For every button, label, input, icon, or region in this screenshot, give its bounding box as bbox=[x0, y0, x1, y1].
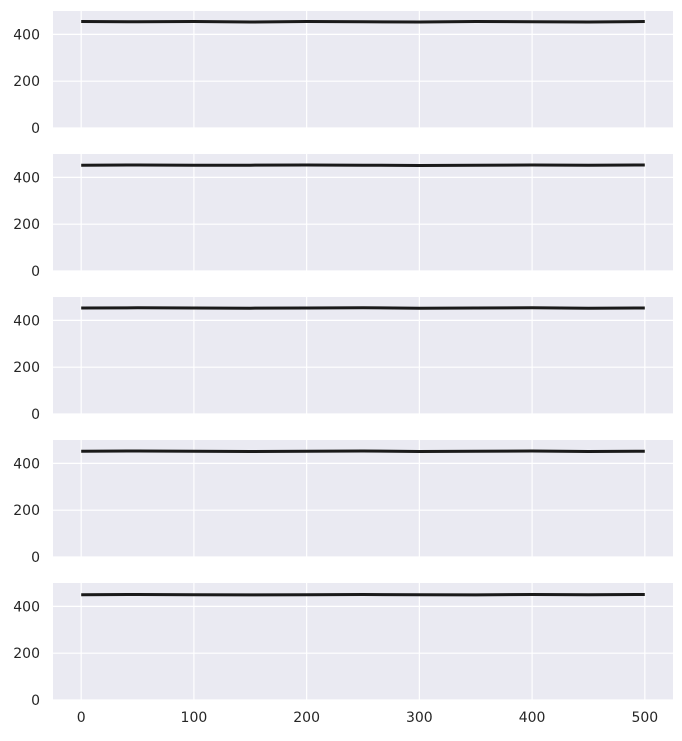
subplot-2: 0 200 400 bbox=[13, 154, 673, 280]
plot-area bbox=[53, 440, 673, 557]
y-tick-label: 0 bbox=[31, 693, 40, 709]
y-tick-label: 0 bbox=[31, 264, 40, 280]
plot-area bbox=[53, 154, 673, 271]
y-tick-label: 200 bbox=[13, 646, 40, 662]
series-line-4 bbox=[81, 449, 645, 453]
x-tick-label: 400 bbox=[519, 710, 546, 726]
x-tick-label: 200 bbox=[293, 710, 320, 726]
y-tick-label: 200 bbox=[13, 74, 40, 90]
series-line-2 bbox=[81, 163, 645, 167]
plot-area bbox=[53, 297, 673, 414]
subplot-5: 0 200 400 0 100 200 300 400 500 bbox=[13, 583, 673, 726]
y-tick-label: 200 bbox=[13, 503, 40, 519]
y-tick-label: 400 bbox=[13, 599, 40, 615]
plot-area bbox=[53, 11, 673, 128]
y-tick-label: 0 bbox=[31, 550, 40, 566]
x-tick-label: 100 bbox=[181, 710, 208, 726]
y-tick-label: 400 bbox=[13, 313, 40, 329]
y-tick-label: 200 bbox=[13, 217, 40, 233]
x-tick-label: 500 bbox=[631, 710, 658, 726]
y-tick-label: 0 bbox=[31, 407, 40, 423]
subplot-4: 0 200 400 bbox=[13, 440, 673, 566]
x-tick-label: 0 bbox=[77, 710, 86, 726]
y-tick-label: 400 bbox=[13, 170, 40, 186]
subplot-3: 0 200 400 bbox=[13, 297, 673, 423]
subplot-1: 0 200 400 bbox=[13, 11, 673, 137]
y-tick-label: 0 bbox=[31, 121, 40, 137]
y-tick-label: 200 bbox=[13, 360, 40, 376]
plot-area bbox=[53, 583, 673, 700]
series-line-1 bbox=[81, 20, 645, 24]
y-tick-label: 400 bbox=[13, 456, 40, 472]
y-tick-label: 400 bbox=[13, 27, 40, 43]
x-tick-label: 300 bbox=[406, 710, 433, 726]
